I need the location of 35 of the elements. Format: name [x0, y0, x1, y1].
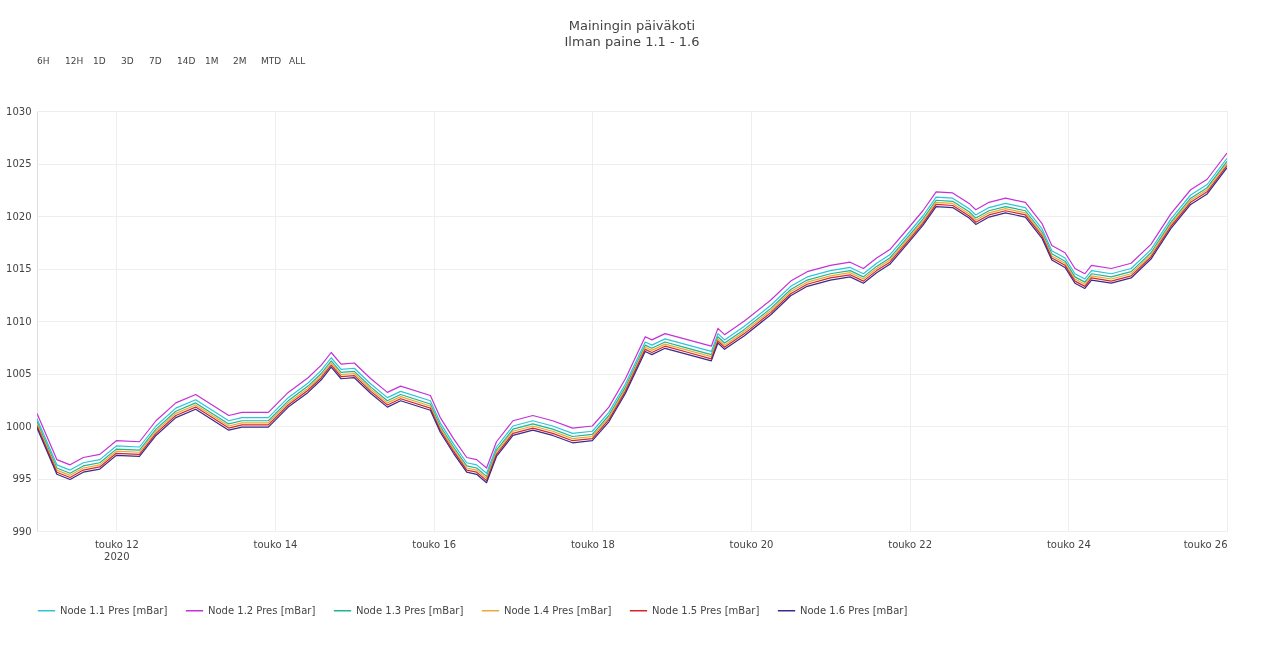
y-tick-label: 1010 [6, 315, 32, 327]
y-tick-label: 1020 [6, 210, 32, 222]
text: 3D [121, 56, 134, 66]
legend-label: Node 1.1 Pres [mBar] [60, 604, 168, 616]
y-tick-label: 1005 [6, 368, 32, 379]
y-tick-label: 1030 [6, 105, 32, 117]
x-tick-label: touko 18 [570, 538, 615, 550]
legend-label: Node 1.3 Pres [mBar] [356, 604, 464, 616]
legend-label: Node 1.6 Pres [mBar] [800, 604, 908, 616]
legend-label: Node 1.2 Pres [mBar] [208, 604, 316, 616]
y-tick-label: 1000 [6, 420, 32, 432]
y-tick-label: 990 [12, 525, 32, 537]
legend-label: Node 1.5 Pres [mBar] [652, 604, 760, 616]
y-tick-label: 1015 [6, 263, 32, 274]
chart-title: Mainingin päiväkoti [568, 18, 696, 33]
text: 1D [93, 56, 106, 66]
text: 1M [205, 56, 219, 66]
x-tick-label: touko 16 [412, 538, 457, 550]
x-tick-label: touko 22 [888, 538, 933, 550]
x-tick-label: touko 14 [253, 538, 298, 550]
x-tick-label: touko 12 2020 [94, 538, 139, 562]
text: 12H [65, 56, 84, 66]
y-tick-label: 995 [12, 473, 32, 484]
legend-label: Node 1.4 Pres [mBar] [504, 604, 612, 616]
text: 7D [149, 56, 162, 66]
text: 14D [177, 56, 196, 66]
text: 2M [233, 56, 247, 66]
text: 6H [37, 56, 50, 66]
text: ALL [289, 56, 306, 66]
x-tick-label: touko 26 [1183, 538, 1228, 550]
x-tick-label: touko 24 [1046, 538, 1091, 550]
text: MTD [261, 56, 282, 66]
y-tick-label: 1025 [6, 158, 32, 169]
x-tick-label: touko 20 [729, 538, 774, 550]
chart-subtitle: Ilman paine 1.1 - 1.6 [564, 34, 700, 49]
